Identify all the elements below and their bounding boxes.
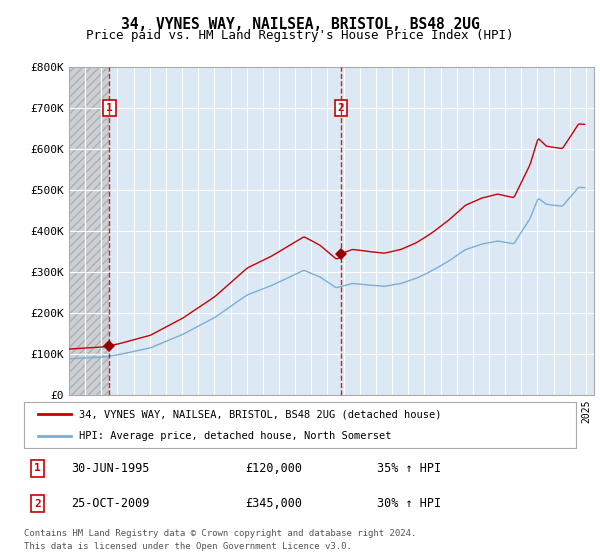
Text: £345,000: £345,000 — [245, 497, 302, 510]
Text: HPI: Average price, detached house, North Somerset: HPI: Average price, detached house, Nort… — [79, 431, 392, 441]
Text: 2: 2 — [337, 103, 344, 113]
Bar — [69, 67, 109, 395]
Text: 30-JUN-1995: 30-JUN-1995 — [71, 462, 149, 475]
Text: Price paid vs. HM Land Registry's House Price Index (HPI): Price paid vs. HM Land Registry's House … — [86, 29, 514, 42]
Text: 35% ↑ HPI: 35% ↑ HPI — [377, 462, 442, 475]
Text: 1: 1 — [106, 103, 113, 113]
Text: 2: 2 — [34, 498, 41, 508]
Text: Contains HM Land Registry data © Crown copyright and database right 2024.: Contains HM Land Registry data © Crown c… — [24, 529, 416, 538]
Text: £120,000: £120,000 — [245, 462, 302, 475]
Text: This data is licensed under the Open Government Licence v3.0.: This data is licensed under the Open Gov… — [24, 542, 352, 550]
Text: 1: 1 — [34, 464, 41, 473]
Text: 34, VYNES WAY, NAILSEA, BRISTOL, BS48 2UG (detached house): 34, VYNES WAY, NAILSEA, BRISTOL, BS48 2U… — [79, 409, 442, 419]
Text: 25-OCT-2009: 25-OCT-2009 — [71, 497, 149, 510]
Text: 30% ↑ HPI: 30% ↑ HPI — [377, 497, 442, 510]
Text: 34, VYNES WAY, NAILSEA, BRISTOL, BS48 2UG: 34, VYNES WAY, NAILSEA, BRISTOL, BS48 2U… — [121, 17, 479, 32]
